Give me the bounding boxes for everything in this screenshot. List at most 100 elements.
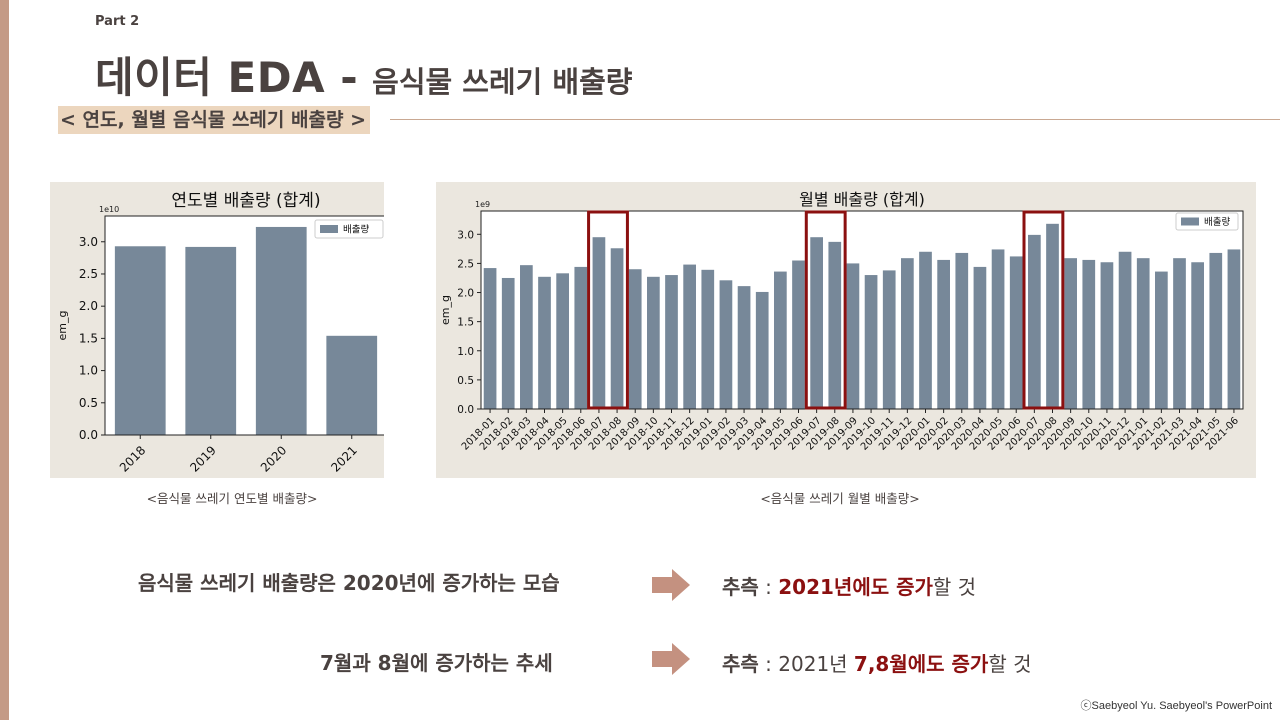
y-tick-label: 2.0 — [79, 299, 98, 313]
bar — [520, 265, 533, 409]
bar — [738, 286, 751, 409]
title-sub: 음식물 쓰레기 배출량 — [372, 59, 632, 101]
bar — [1155, 272, 1168, 409]
x-tick-label: 2020 — [258, 443, 289, 474]
accent-bar — [0, 0, 9, 720]
bar — [701, 270, 714, 409]
section-heading: < 연도, 월별 음식물 쓰레기 배출량 > — [58, 106, 370, 134]
yearly-chart-panel: 연도별 배출량 (합계) 1e10 em_g 0.0 0.5 1.0 1.5 2.0 2.5 3.… — [50, 182, 384, 478]
monthly-chart-panel: 월별 배출량 (합계) 1e9 em_g 0.0 0.5 1.0 1.5 2.0 2.5 3.0 2… — [436, 182, 1256, 478]
chart-title: 월별 배출량 (합계) — [799, 190, 925, 209]
monthly-bar-chart: 월별 배출량 (합계)1e9em_g0.00.51.01.52.02.53.02… — [436, 182, 1256, 478]
bar — [647, 277, 660, 409]
bar — [665, 275, 678, 409]
legend-label: 배출량 — [343, 224, 369, 236]
bar — [1010, 256, 1023, 409]
bar — [937, 260, 950, 409]
yearly-chart-caption: <음식물 쓰레기 연도별 배출량> — [132, 488, 332, 507]
monthly-chart-caption: <음식물 쓰레기 월별 배출량> — [740, 488, 940, 507]
bar — [185, 247, 236, 435]
bar — [502, 278, 515, 409]
y-scale-label: 1e10 — [99, 205, 119, 214]
finding-statement-2: 7월과 8월에 증가하는 추세 — [320, 647, 553, 676]
inference-highlight: 2021년에도 증가 — [778, 575, 933, 599]
bar — [974, 267, 987, 409]
y-tick-label: 2.0 — [457, 288, 474, 300]
inference-tail: 할 것 — [988, 652, 1031, 676]
bar — [756, 292, 769, 409]
inference-1: 추측 : 2021년에도 증가할 것 — [722, 571, 976, 600]
bar — [484, 268, 497, 409]
chart-title: 연도별 배출량 (합계) — [171, 191, 320, 211]
inference-label: 추측 — [722, 652, 759, 676]
bar — [1137, 258, 1150, 409]
bar — [256, 227, 307, 435]
bar — [865, 275, 878, 409]
bar — [955, 253, 968, 409]
bar — [115, 246, 166, 435]
legend-swatch — [320, 225, 338, 233]
bar — [810, 237, 823, 409]
bar — [1046, 224, 1059, 409]
y-tick-label: 1.5 — [457, 317, 474, 329]
yearly-bar-chart: 연도별 배출량 (합계) 1e10 em_g 0.0 0.5 1.0 1.5 2.0 2.5 3.… — [50, 182, 384, 478]
y-tick-label: 1.0 — [457, 346, 474, 358]
bar — [1028, 235, 1041, 409]
y-scale-label: 1e9 — [475, 200, 490, 209]
y-tick-label: 2.5 — [457, 258, 474, 270]
inference-separator: : — [759, 652, 778, 676]
y-tick-label: 0.5 — [79, 396, 98, 410]
bar — [593, 237, 606, 409]
inference-separator: : — [759, 575, 778, 599]
bar — [883, 270, 896, 409]
bar — [1228, 249, 1241, 409]
credit-text: ⓒSaebyeol Yu. Saebyeol's PowerPoint — [1081, 697, 1272, 713]
x-tick-label: 2019 — [187, 443, 218, 474]
y-tick-label: 3.0 — [79, 235, 98, 249]
bar — [992, 249, 1005, 409]
bar — [326, 336, 377, 435]
inference-text: 2021년 — [778, 652, 854, 676]
bar — [792, 261, 805, 410]
bar — [611, 248, 624, 409]
arrow-right-icon — [652, 643, 690, 675]
arrow-right-icon — [652, 569, 690, 601]
bar — [1082, 260, 1095, 409]
y-tick-label: 1.0 — [79, 364, 98, 378]
bar — [683, 265, 696, 409]
inference-tail: 할 것 — [933, 575, 976, 599]
legend-label: 배출량 — [1204, 216, 1230, 228]
x-tick-label: 2018 — [117, 443, 148, 474]
bar — [774, 272, 787, 409]
bar — [720, 280, 733, 409]
bar — [828, 242, 841, 409]
inference-label: 추측 — [722, 575, 759, 599]
section-divider — [390, 119, 1280, 120]
title-main: 데이터 EDA - — [95, 44, 358, 105]
bar — [1064, 258, 1077, 409]
inference-2: 추측 : 2021년 7,8월에도 증가할 것 — [722, 648, 1032, 677]
bar — [1101, 262, 1114, 409]
inference-highlight: 7,8월에도 증가 — [854, 652, 988, 676]
bar — [1119, 252, 1132, 409]
part-label: Part 2 — [95, 14, 139, 29]
y-tick-label: 0.0 — [79, 428, 98, 442]
y-axis-label: em_g — [56, 311, 69, 341]
y-tick-label: 2.5 — [79, 267, 98, 281]
bar — [1191, 262, 1204, 409]
bar — [538, 277, 551, 409]
bar — [556, 273, 569, 409]
legend-swatch — [1181, 218, 1199, 226]
y-tick-label: 3.0 — [457, 229, 474, 241]
y-tick-label: 1.5 — [79, 331, 98, 345]
bar — [629, 269, 642, 409]
page-title: 데이터 EDA - 음식물 쓰레기 배출량 — [95, 44, 632, 105]
finding-statement-1: 음식물 쓰레기 배출량은 2020년에 증가하는 모습 — [138, 567, 560, 596]
y-tick-label: 0.0 — [457, 404, 474, 416]
y-axis-label: em_g — [439, 295, 452, 325]
bar — [901, 258, 914, 409]
bar — [847, 263, 860, 409]
bar — [1209, 253, 1222, 409]
bar — [574, 267, 587, 409]
bar — [919, 252, 932, 409]
